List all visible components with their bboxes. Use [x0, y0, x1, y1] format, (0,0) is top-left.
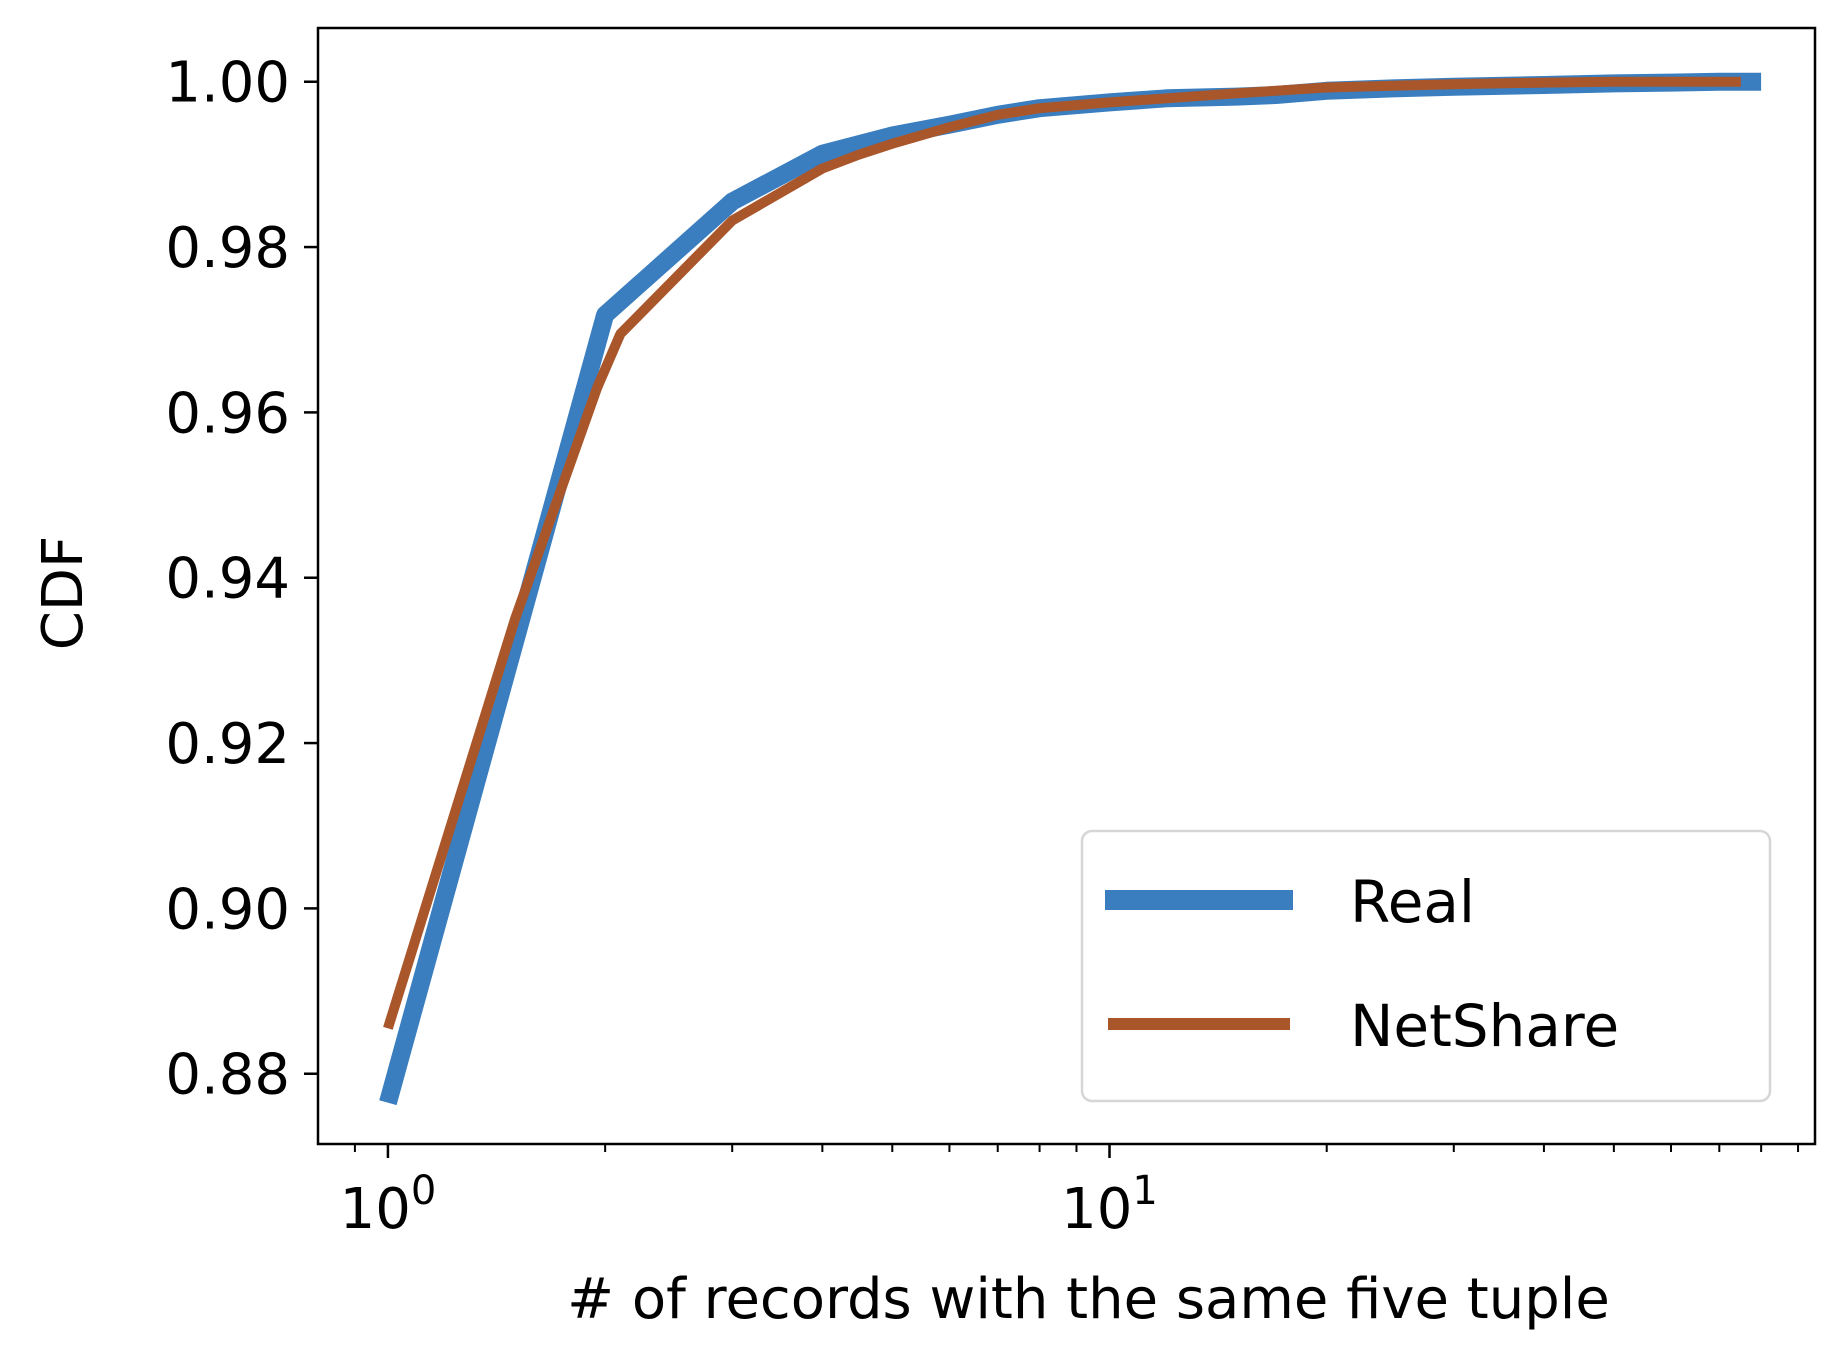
y-tick-label: 0.90	[165, 877, 290, 942]
y-tick-label: 0.98	[165, 216, 290, 281]
series-line-netshare	[383, 76, 1741, 1030]
x-tick-label: 100	[340, 1168, 437, 1242]
series-layer	[379, 72, 1762, 1106]
y-tick-label: 0.94	[165, 547, 290, 612]
plot-frame	[316, 26, 1817, 1146]
y-axis-label: CDF	[31, 536, 96, 650]
y-tick-label: 0.88	[165, 1043, 290, 1108]
y-tick-label: 0.96	[165, 381, 290, 446]
x-tick-label: 101	[1061, 1168, 1158, 1242]
y-axis-ticks: 0.88 0.90 0.92 0.94 0.96 0.98 1.00	[165, 51, 318, 1108]
x-axis-ticks: 100 101	[340, 1144, 1800, 1242]
legend-label-real: Real	[1350, 868, 1475, 936]
legend-label-netshare: NetShare	[1350, 992, 1619, 1060]
y-tick-label: 1.00	[165, 51, 290, 116]
legend: Real NetShare	[1080, 829, 1772, 1103]
x-axis-label: # of records with the same five tuple	[567, 1267, 1610, 1332]
y-tick-label: 0.92	[165, 712, 290, 777]
